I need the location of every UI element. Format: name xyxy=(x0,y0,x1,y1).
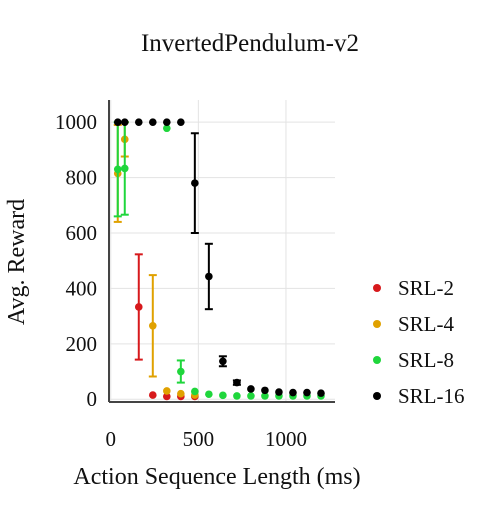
data-point xyxy=(247,392,255,400)
data-point xyxy=(303,388,311,397)
data-point xyxy=(219,391,227,400)
data-point xyxy=(163,387,171,395)
y-tick-label: 800 xyxy=(66,166,98,190)
data-point xyxy=(134,303,143,311)
legend-label: SRL-8 xyxy=(398,348,454,372)
data-point xyxy=(163,118,171,126)
data-point xyxy=(177,389,185,398)
data-point xyxy=(219,357,227,366)
legend-marker xyxy=(373,356,381,364)
data-point xyxy=(289,388,297,397)
x-tick-label: 0 xyxy=(106,427,117,451)
data-point xyxy=(261,386,269,395)
chart-title: InvertedPendulum-v2 xyxy=(141,30,359,57)
x-tick-label: 1000 xyxy=(265,427,307,451)
y-tick-label: 400 xyxy=(66,276,98,300)
data-point xyxy=(163,124,171,133)
data-point xyxy=(148,322,157,330)
data-point xyxy=(205,390,213,399)
series-srl-4 xyxy=(113,121,199,399)
x-tick-label: 500 xyxy=(183,427,215,451)
data-point xyxy=(177,367,185,376)
legend: SRL-2 SRL-4 SRL-8 SRL-16 xyxy=(373,276,465,408)
y-tick-label: 1000 xyxy=(55,110,97,134)
data-point xyxy=(177,118,185,126)
data-point xyxy=(247,385,255,393)
y-tick-label: 0 xyxy=(87,387,98,411)
grid-lines xyxy=(109,100,335,402)
data-point xyxy=(233,392,241,400)
legend-marker xyxy=(373,320,381,328)
data-point xyxy=(120,118,129,126)
x-tick-labels: 0 500 1000 xyxy=(106,427,307,451)
data-point xyxy=(163,392,171,401)
series-srl-16 xyxy=(113,118,325,397)
y-tick-labels: 0 200 400 600 800 1000 xyxy=(55,110,97,411)
y-tick-label: 600 xyxy=(66,221,98,245)
axes xyxy=(108,100,335,403)
y-axis-label: Avg. Reward xyxy=(4,199,30,325)
data-point xyxy=(233,378,241,387)
data-point xyxy=(113,165,122,174)
data-point xyxy=(148,391,157,399)
data-point xyxy=(148,118,157,126)
legend-label: SRL-2 xyxy=(398,276,454,300)
legend-marker xyxy=(373,392,381,400)
data-point xyxy=(134,118,143,126)
data-point xyxy=(261,392,269,400)
series-srl-2 xyxy=(134,253,199,401)
series-srl-8 xyxy=(113,121,325,400)
legend-label: SRL-4 xyxy=(398,312,455,336)
legend-label: SRL-16 xyxy=(398,384,465,408)
data-point xyxy=(120,164,129,173)
y-tick-label: 200 xyxy=(66,332,98,356)
data-point xyxy=(113,118,122,126)
legend-marker xyxy=(373,284,381,292)
data-point xyxy=(205,272,213,281)
data-point xyxy=(191,387,199,396)
x-axis-label: Action Sequence Length (ms) xyxy=(73,464,360,490)
data-point xyxy=(191,179,199,187)
data-point xyxy=(317,389,325,397)
plot-area xyxy=(113,118,325,401)
data-point xyxy=(275,388,283,396)
